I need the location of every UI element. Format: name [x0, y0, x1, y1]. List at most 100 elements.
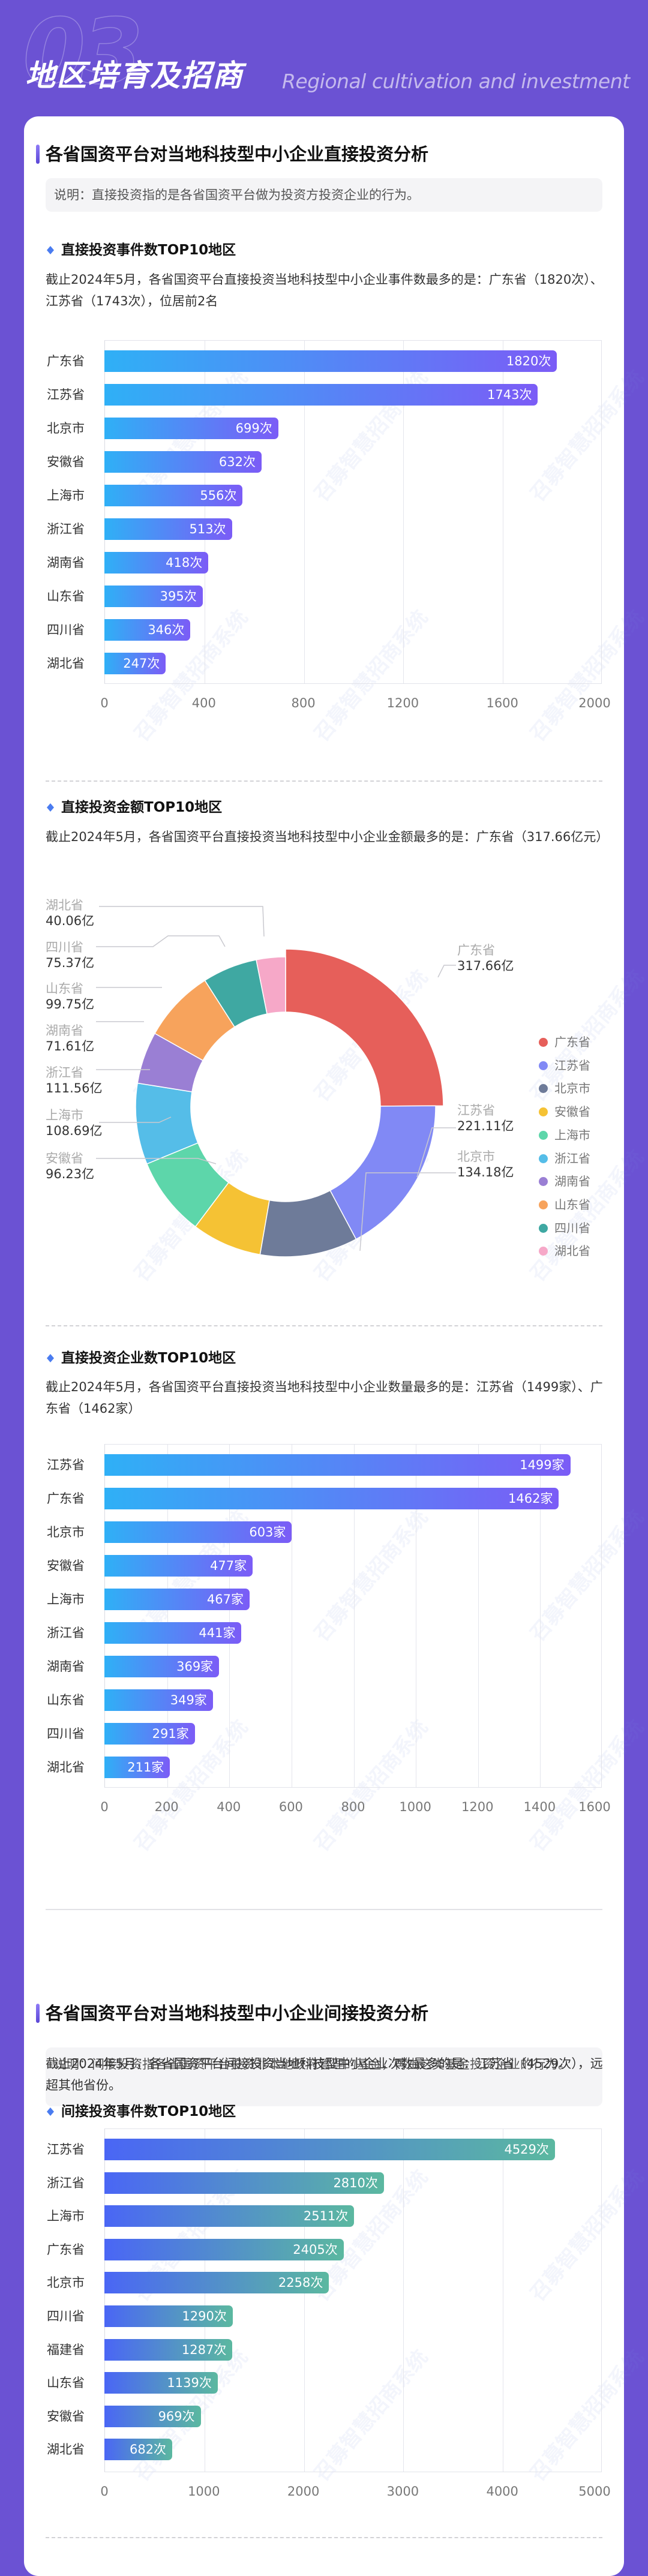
x-axis-tick: 600: [278, 1800, 303, 1814]
bar[interactable]: 1743次: [104, 384, 538, 406]
donut-label-name: 山东省: [46, 981, 83, 996]
donut-label: 四川省 75.37亿: [46, 939, 94, 971]
x-axis-tick: 1600: [486, 696, 518, 710]
donut-label-name: 安徽省: [46, 1151, 83, 1166]
legend-dot-icon: [539, 1130, 548, 1140]
gridline: [403, 2129, 404, 2472]
chart2-title-text: 直接投资金额TOP10地区: [61, 800, 223, 815]
bar[interactable]: 699次: [104, 418, 278, 439]
bar[interactable]: 603家: [104, 1521, 292, 1543]
bar[interactable]: 395次: [104, 586, 203, 607]
donut-label-name: 四川省: [46, 940, 83, 954]
bar[interactable]: 369家: [104, 1656, 220, 1677]
donut-slice[interactable]: [285, 948, 444, 1107]
donut-chart-direct-amount: [96, 906, 456, 1257]
y-axis-label: 广东省: [47, 1491, 85, 1506]
legend-label: 四川省: [554, 1220, 590, 1235]
legend-label: 广东省: [554, 1035, 590, 1049]
bar[interactable]: 513次: [104, 518, 232, 540]
section-title-text: 各省国资平台对当地科技型中小企业直接投资分析: [46, 144, 429, 164]
bar[interactable]: 1290次: [104, 2305, 233, 2327]
gridline: [353, 1445, 355, 1787]
x-axis-tick: 1000: [188, 2484, 220, 2499]
bar[interactable]: 2258次: [104, 2272, 329, 2294]
x-axis-tick: 1000: [399, 1800, 431, 1814]
bar[interactable]: 682次: [104, 2439, 173, 2461]
chart4-title-text: 间接投资事件数TOP10地区: [61, 2104, 236, 2119]
x-axis-tick: 200: [154, 1800, 179, 1814]
donut-label-value: 221.11亿: [457, 1119, 514, 1133]
bar[interactable]: 477家: [104, 1555, 253, 1577]
donut-label-name: 江苏省: [457, 1103, 495, 1118]
donut-label: 山东省 99.75亿: [46, 981, 94, 1012]
donut-slice[interactable]: [256, 956, 286, 1014]
legend-item[interactable]: 北京市: [539, 1080, 590, 1096]
bar[interactable]: 1499家: [104, 1454, 571, 1476]
bar[interactable]: 556次: [104, 485, 243, 506]
x-axis-tick: 400: [217, 1800, 241, 1814]
leader-line: [359, 1172, 456, 1251]
chart2-title: 直接投资金额TOP10地区: [46, 798, 222, 817]
x-axis-tick: 2000: [578, 696, 611, 710]
divider: [46, 1325, 602, 1326]
bar[interactable]: 247次: [104, 653, 166, 674]
y-axis-label: 浙江省: [47, 2175, 85, 2190]
legend-item[interactable]: 安徽省: [539, 1104, 590, 1119]
legend-dot-icon: [539, 1107, 548, 1117]
bar[interactable]: 418次: [104, 552, 209, 574]
legend-label: 江苏省: [554, 1058, 590, 1073]
bar[interactable]: 2810次: [104, 2172, 384, 2194]
bar[interactable]: 632次: [104, 451, 262, 473]
x-axis-tick: 0: [100, 2484, 109, 2499]
bar[interactable]: 1287次: [104, 2338, 233, 2361]
legend-item[interactable]: 浙江省: [539, 1151, 590, 1166]
y-axis-label: 安徽省: [47, 1559, 85, 1573]
legend-item[interactable]: 上海市: [539, 1127, 590, 1143]
bar[interactable]: 467家: [104, 1589, 250, 1610]
donut-label: 浙江省 111.56亿: [46, 1065, 102, 1096]
section-title-direct: 各省国资平台对当地科技型中小企业直接投资分析: [36, 142, 428, 166]
legend-item[interactable]: 江苏省: [539, 1058, 590, 1073]
bar[interactable]: 1462家: [104, 1488, 559, 1509]
bar[interactable]: 349家: [104, 1689, 213, 1711]
diamond-icon: [47, 1354, 54, 1362]
bar[interactable]: 1820次: [104, 350, 557, 372]
legend-item[interactable]: 湖南省: [539, 1173, 590, 1189]
x-axis-tick: 4000: [486, 2484, 518, 2499]
bar[interactable]: 211家: [104, 1757, 170, 1778]
gridline: [304, 341, 305, 683]
donut-label-value: 96.23亿: [46, 1167, 95, 1181]
donut-label-value: 99.75亿: [46, 997, 95, 1011]
legend-dot-icon: [539, 1038, 548, 1047]
y-axis-label: 福建省: [47, 2342, 85, 2357]
bar[interactable]: 2405次: [104, 2238, 344, 2260]
legend-dot-icon: [539, 1177, 548, 1187]
diamond-icon: [47, 246, 54, 254]
leader-line: [99, 906, 265, 937]
bar[interactable]: 969次: [104, 2405, 201, 2427]
bar[interactable]: 291家: [104, 1723, 195, 1745]
donut-label: 湖南省 71.61亿: [46, 1023, 94, 1054]
x-axis-tick: 800: [341, 1800, 365, 1814]
y-axis-label: 四川省: [47, 1727, 85, 1741]
donut-label: 江苏省 221.11亿: [457, 1103, 514, 1134]
gridline: [540, 1445, 541, 1787]
legend-dot-icon: [539, 1223, 548, 1233]
page-title: 地区培育及招商: [25, 58, 244, 93]
y-axis-label: 上海市: [47, 488, 85, 503]
legend-item[interactable]: 四川省: [539, 1220, 590, 1236]
legend-label: 湖北省: [554, 1244, 590, 1259]
y-axis-label: 北京市: [47, 2275, 85, 2290]
legend-item[interactable]: 山东省: [539, 1197, 590, 1212]
legend-item[interactable]: 湖北省: [539, 1243, 590, 1259]
bar[interactable]: 441家: [104, 1622, 242, 1644]
y-axis-label: 安徽省: [47, 455, 85, 469]
bar[interactable]: 1139次: [104, 2372, 218, 2394]
legend-item[interactable]: 广东省: [539, 1034, 590, 1050]
bar[interactable]: 346次: [104, 619, 191, 641]
bar[interactable]: 4529次: [104, 2139, 555, 2160]
bar[interactable]: 2511次: [104, 2205, 355, 2227]
x-axis-tick: 2000: [287, 2484, 320, 2499]
leader-line: [96, 1158, 217, 1164]
donut-label-value: 134.18亿: [457, 1165, 514, 1179]
